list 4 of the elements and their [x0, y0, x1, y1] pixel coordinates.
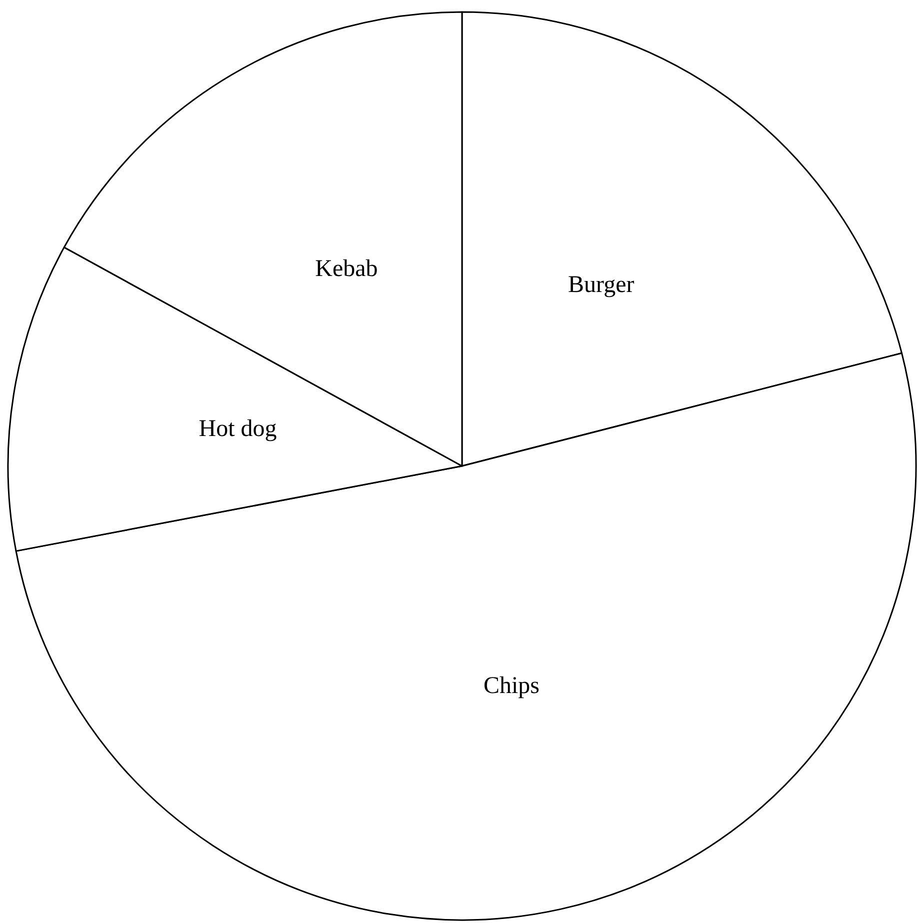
slice-label: Chips	[484, 673, 540, 700]
slice-label: Kebab	[315, 256, 378, 282]
slice-label: Hot dog	[198, 416, 277, 442]
slice-label: Burger	[568, 272, 634, 298]
